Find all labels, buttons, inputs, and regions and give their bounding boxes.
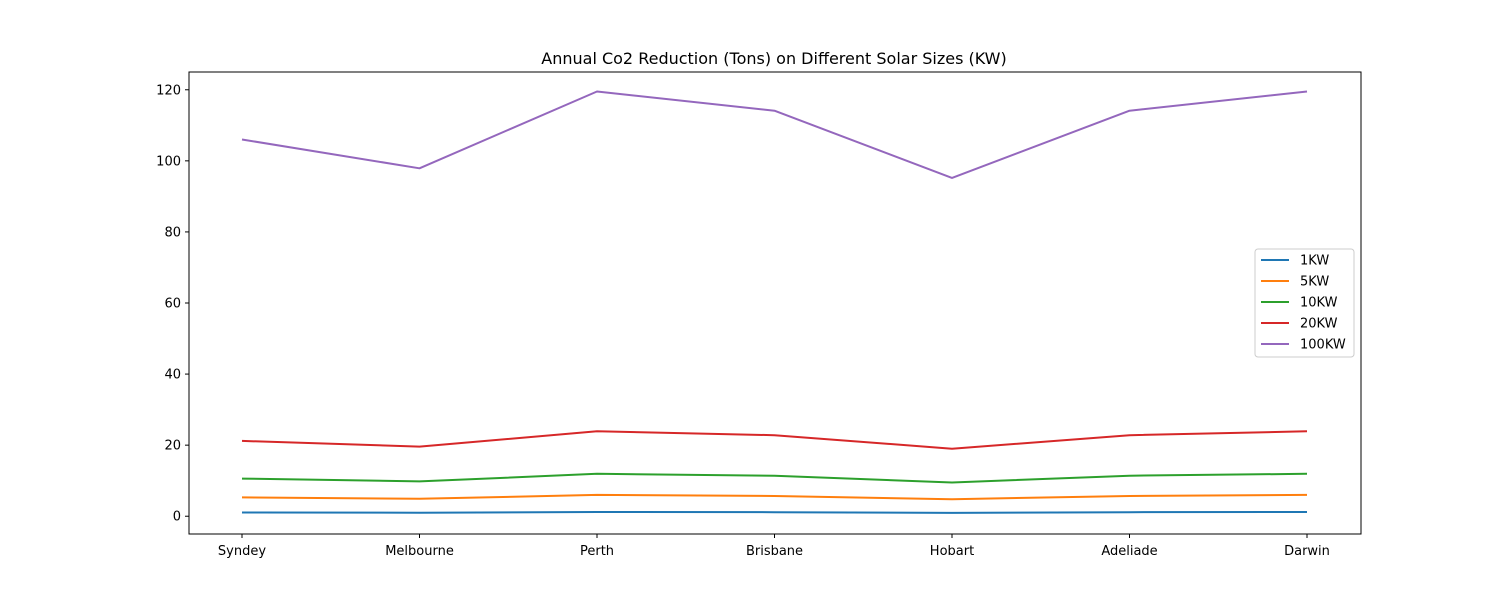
y-tick-label: 0 (173, 510, 181, 525)
y-tick-label: 100 (156, 154, 181, 169)
chart-title: Annual Co2 Reduction (Tons) on Different… (541, 49, 1006, 68)
y-tick-label: 80 (164, 225, 181, 240)
legend-label: 10KW (1300, 296, 1338, 311)
x-axis: Syndey Melbourne Perth Brisbane Hobart Adelia… (218, 534, 1330, 559)
x-tick-label: Darwin (1284, 544, 1330, 559)
legend-box (1254, 248, 1355, 358)
y-tick-label: 40 (164, 368, 181, 383)
series-line-20kw (241, 430, 1308, 450)
series-line-10kw (241, 472, 1308, 484)
legend-label: 20KW (1300, 317, 1338, 332)
legend-label: 100KW (1300, 338, 1346, 353)
series-line-100kw (241, 90, 1308, 179)
y-axis: 0 20 40 60 80 100 120 (156, 83, 189, 525)
plot-area (188, 71, 1362, 535)
x-tick-label: Melbourne (385, 544, 454, 559)
legend-label: 1KW (1300, 254, 1329, 269)
x-tick-label: Brisbane (746, 544, 803, 559)
series-line-5kw (241, 493, 1308, 501)
series-lines (241, 90, 1308, 514)
x-tick-label: Syndey (218, 544, 266, 559)
y-tick-label: 120 (156, 83, 181, 98)
x-tick-label: Hobart (930, 544, 974, 559)
y-tick-label: 20 (164, 439, 181, 454)
legend-label: 5KW (1300, 275, 1329, 290)
series-line-1kw (241, 511, 1308, 514)
legend: 1KW 5KW 10KW 20KW 100KW (1254, 248, 1355, 358)
x-tick-label: Adeliade (1101, 544, 1157, 559)
y-tick-label: 60 (164, 297, 181, 312)
x-tick-label: Perth (580, 544, 614, 559)
